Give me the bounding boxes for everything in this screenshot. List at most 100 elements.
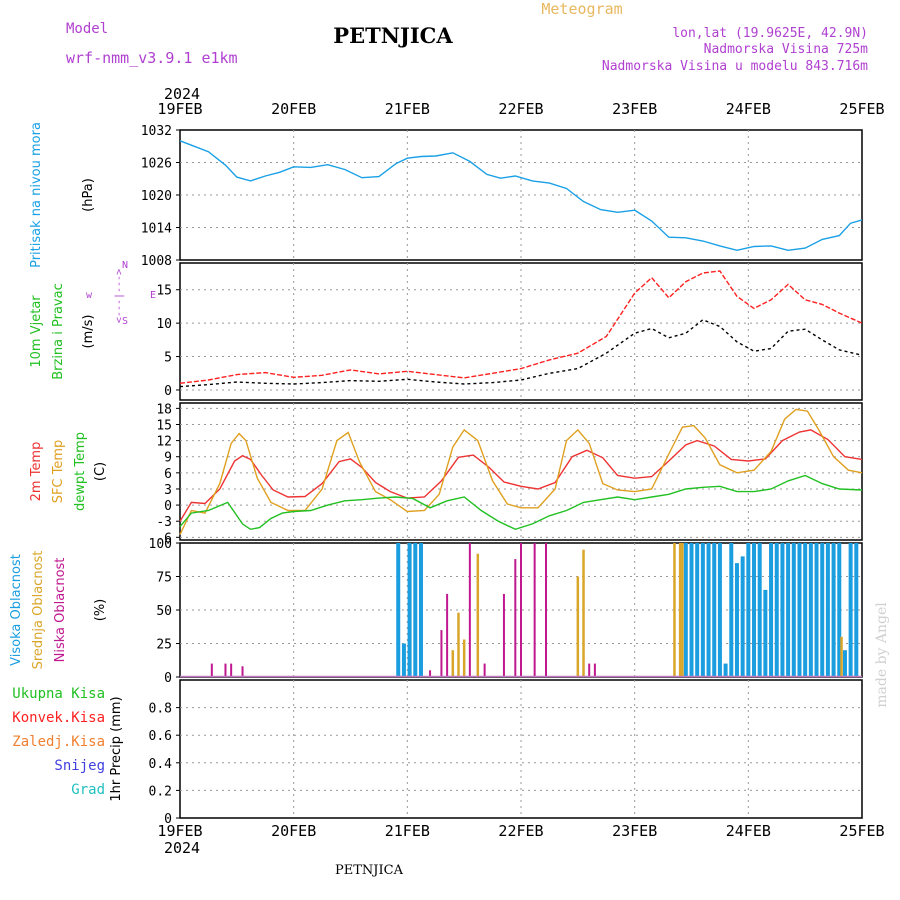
bar <box>462 639 466 677</box>
axis-label: (%) <box>93 599 108 622</box>
y-tick-label: 10 <box>156 317 172 332</box>
x-tick-label-bottom: 24FEB <box>726 822 771 840</box>
x-tick-label-top: 21FEB <box>385 100 430 118</box>
wind-legend-w: w <box>86 290 93 301</box>
axis-label: (hPa) <box>81 178 96 212</box>
bar <box>446 593 449 677</box>
bar <box>514 559 517 677</box>
altitude-text: Nadmorska Visina 725m <box>704 42 869 57</box>
bar <box>678 543 682 677</box>
panel-frame <box>179 402 863 541</box>
y-tick-label: 1026 <box>141 157 172 172</box>
x-year-bottom: 2024 <box>164 839 200 857</box>
bar <box>545 543 548 677</box>
y-tick-label: 0.6 <box>149 729 172 744</box>
product-title: Meteogram <box>541 0 622 18</box>
bar <box>774 543 779 677</box>
axis-label: 1hr Precip (mm) <box>109 696 124 801</box>
credit-text: made by Angel <box>874 602 890 708</box>
x-tick-label-bottom: 21FEB <box>385 822 430 840</box>
y-tick-label: 0.8 <box>149 702 172 717</box>
axis-label: 10m Vjetar <box>29 295 44 368</box>
bar <box>588 663 591 677</box>
y-tick-label: 0 <box>164 812 172 827</box>
axis-label: Pritisak na nivou mora <box>29 122 44 268</box>
station-title: PETNJICA <box>333 23 453 48</box>
series-line-dewpt-temp <box>179 474 863 531</box>
y-tick-label: 15 <box>156 284 172 299</box>
bar <box>533 543 536 677</box>
x-tick-label-bottom: 22FEB <box>498 822 543 840</box>
bar <box>681 543 684 677</box>
bar <box>689 543 694 677</box>
x-tick-label-top: 25FEB <box>839 100 884 118</box>
bar <box>734 563 739 677</box>
bar <box>740 556 745 677</box>
bar <box>683 543 688 677</box>
bar <box>803 543 808 677</box>
precip-legend-item: Ukupna Kisa <box>12 686 105 702</box>
x-tick-label-bottom: 20FEB <box>271 822 316 840</box>
series-line-speed <box>179 319 863 388</box>
precip-legend-item: Grad <box>71 782 105 798</box>
bar <box>854 543 859 677</box>
y-tick-label: 0 <box>164 499 172 514</box>
bar <box>746 543 751 677</box>
model-label: Model <box>66 21 108 37</box>
bar <box>576 576 580 677</box>
bar <box>757 543 762 677</box>
bar <box>593 663 596 677</box>
y-tick-label: 100 <box>149 537 172 552</box>
y-tick-label: 25 <box>156 638 172 653</box>
precip-legend-item: Zaledj.Kisa <box>12 734 105 750</box>
bar <box>706 543 711 677</box>
x-tick-label-top: 22FEB <box>498 100 543 118</box>
bar <box>780 543 785 677</box>
axis-label: dewpt Temp <box>73 432 88 511</box>
axis-label: (C) <box>93 462 108 481</box>
x-tick-label-top: 24FEB <box>726 100 771 118</box>
series-line-pritisak-na-nivou-mora <box>179 140 863 252</box>
bar <box>808 543 813 677</box>
y-tick-label: 5 <box>164 351 172 366</box>
y-tick-label: 15 <box>156 418 172 433</box>
x-tick-label-bottom: 25FEB <box>839 822 884 840</box>
bar <box>729 543 734 677</box>
bar <box>483 663 486 677</box>
model-altitude-text: Nadmorska Visina u modelu 843.716m <box>602 59 868 74</box>
bar <box>837 543 842 677</box>
panels-group: 1008 1014 1020 1026 1032 Pritisak na nivou mo… <box>9 85 885 857</box>
series-line-2m-temp <box>179 429 863 522</box>
bar <box>820 543 825 677</box>
footer-station: PETNJICA <box>335 863 404 878</box>
y-tick-label: 12 <box>156 435 172 450</box>
bar <box>401 643 406 677</box>
bar <box>763 589 768 677</box>
bar <box>673 543 676 677</box>
y-tick-label: 0 <box>164 671 172 686</box>
y-tick-label: 0 <box>164 384 172 399</box>
bar <box>457 612 460 677</box>
lonlat-text: lon,lat (19.9625E, 42.9N) <box>672 26 868 41</box>
bar <box>786 543 791 677</box>
bar <box>712 543 717 677</box>
bar <box>582 549 585 677</box>
series-line-sfc-temp <box>179 408 863 535</box>
precip-legend-item: Konvek.Kisa <box>12 710 105 726</box>
model-name: wrf-nmm_v3.9.1 e1km <box>66 49 238 67</box>
x-year-top: 2024 <box>164 85 200 103</box>
bar <box>413 543 418 677</box>
y-tick-label: 1014 <box>141 222 172 237</box>
bar <box>440 630 443 677</box>
bar <box>520 543 522 677</box>
y-tick-label: 75 <box>156 571 172 586</box>
y-tick-label: 0.2 <box>149 784 172 799</box>
bar <box>791 543 796 677</box>
bar <box>797 543 802 677</box>
axis-label: Niska Oblacnost <box>53 558 68 663</box>
bar <box>700 543 705 677</box>
bar <box>241 666 244 677</box>
y-tick-label: 18 <box>156 402 172 417</box>
bar <box>407 543 412 677</box>
